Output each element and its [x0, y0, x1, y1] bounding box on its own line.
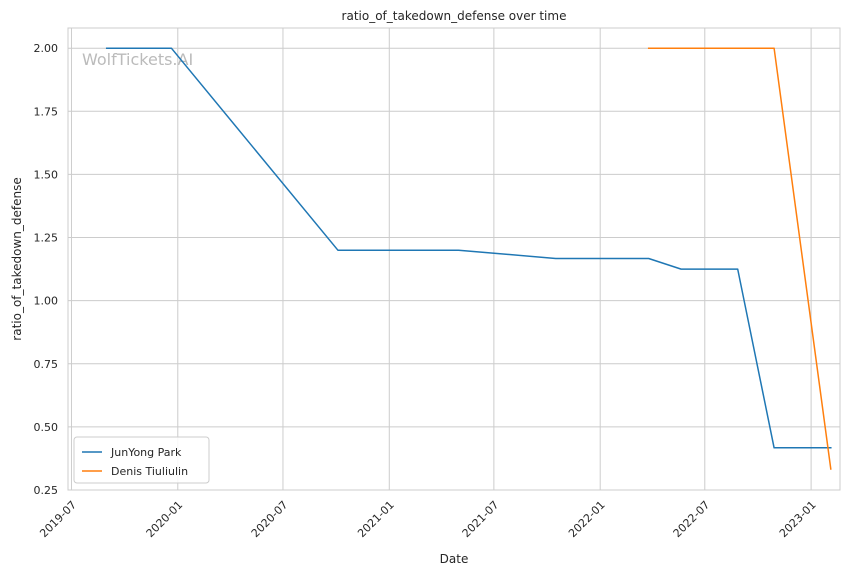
y-tick-labels: 0.25 0.50 0.75 1.00 1.25 1.50 1.75 2.00 [34, 42, 59, 497]
watermark: WolfTickets.AI [82, 50, 193, 69]
legend-label: JunYong Park [110, 446, 182, 459]
legend-box [73, 436, 210, 484]
y-tick-label: 1.50 [34, 168, 59, 181]
series-line-junyong-park [105, 47, 832, 449]
plot-frame [67, 27, 841, 491]
y-tick-label: 1.00 [34, 295, 59, 308]
y-tick-label: 0.25 [34, 484, 59, 497]
y-tick-label: 0.75 [34, 358, 59, 371]
y-tick-label: 0.50 [34, 421, 59, 434]
plot-area [68, 28, 840, 490]
y-axis-label: ratio_of_takedown_defense [10, 177, 24, 340]
chart-title: ratio_of_takedown_defense over time [342, 9, 567, 23]
y-tick-label: 1.75 [34, 105, 59, 118]
x-axis-label: Date [440, 552, 469, 566]
series-line-denis-tiuliulin [647, 47, 832, 470]
legend-label: Denis Tiuliulin [111, 465, 188, 478]
series-lines [105, 47, 832, 470]
legend: JunYong Park Denis Tiuliulin [73, 436, 210, 484]
y-tick-label: 2.00 [34, 42, 59, 55]
y-tick-label: 1.25 [34, 232, 59, 245]
